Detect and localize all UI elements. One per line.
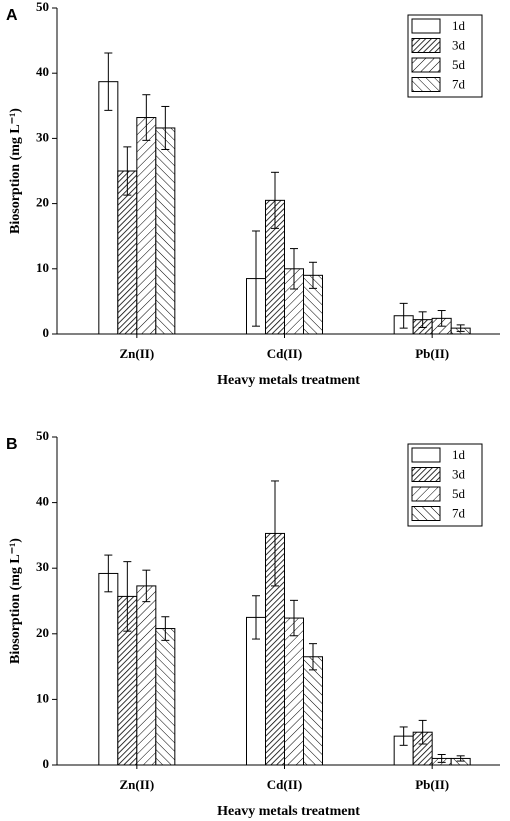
legend-label: 3d: [452, 466, 466, 481]
x-tick-label: Pb(II): [415, 777, 449, 792]
legend-swatch: [411, 77, 441, 92]
bar: [136, 585, 157, 766]
error-bar: [437, 310, 446, 327]
y-tick-label: 0: [43, 325, 50, 340]
y-tick-label: 40: [36, 64, 49, 79]
bar: [155, 127, 176, 335]
x-axis-label: Heavy metals treatment: [217, 373, 360, 388]
legend-swatch: [411, 38, 441, 53]
legend-label: 1d: [452, 447, 466, 462]
y-tick-label: 30: [36, 129, 49, 144]
legend-label: 7d: [452, 505, 466, 520]
error-bar: [309, 261, 317, 289]
error-bar: [290, 248, 298, 290]
error-bar: [123, 146, 132, 196]
panel-label: A: [6, 7, 18, 24]
error-bar: [290, 599, 298, 637]
x-tick-label: Zn(II): [119, 346, 154, 361]
x-axis-label: Heavy metals treatment: [217, 804, 360, 819]
error-bar: [309, 643, 317, 671]
y-tick-label: 40: [36, 494, 49, 509]
error-bar: [418, 311, 427, 328]
y-axis-label: Biosorption (mg L⁻¹): [8, 108, 23, 234]
error-bar: [399, 302, 408, 329]
error-bar: [161, 105, 170, 150]
legend-swatch: [411, 447, 441, 463]
x-tick-label: Cd(II): [267, 777, 302, 792]
x-tick-label: Cd(II): [267, 346, 302, 361]
error-bar: [252, 230, 260, 327]
legend-label: 5d: [452, 57, 466, 72]
chart: B 0 10 20 30 40 50 Biosorption (mg L⁻¹) Heavy me…: [6, 428, 500, 819]
legend-label: 1d: [452, 18, 466, 33]
legend-label: 3d: [452, 37, 466, 52]
y-tick-label: 20: [36, 195, 49, 210]
chart: A 0 10 20 30 40 50 Biosorption (mg L⁻¹) Heavy me…: [6, 0, 500, 388]
legend-swatch: [411, 57, 441, 73]
error-bar: [456, 324, 465, 332]
error-bar: [418, 719, 427, 745]
bar: [303, 656, 323, 766]
error-bar: [123, 561, 132, 632]
y-tick-label: 10: [36, 260, 49, 275]
y-tick-label: 0: [43, 756, 50, 771]
legend-label: 7d: [452, 76, 466, 91]
bar: [98, 572, 119, 766]
error-bar: [104, 52, 113, 111]
x-tick-label: Zn(II): [119, 777, 154, 792]
legend-swatch: [411, 506, 441, 521]
y-tick-label: 10: [36, 690, 49, 705]
bar: [98, 81, 119, 335]
error-bar: [142, 569, 151, 603]
error-bar: [399, 726, 408, 746]
legend-swatch: [411, 18, 441, 34]
y-tick-label: 30: [36, 559, 49, 574]
error-bar: [271, 171, 279, 229]
bar: [155, 628, 176, 766]
panel-label: B: [6, 436, 18, 453]
error-bar: [142, 94, 151, 141]
error-bar: [161, 616, 170, 641]
legend-label: 5d: [452, 486, 466, 501]
error-bar: [437, 754, 446, 763]
legend-swatch: [411, 467, 441, 482]
y-axis-label: Biosorption (mg L⁻¹): [8, 538, 23, 664]
error-bar: [104, 554, 113, 593]
error-bar: [456, 755, 465, 762]
y-tick-label: 50: [36, 428, 49, 443]
bar: [284, 617, 304, 766]
x-tick-label: Pb(II): [415, 346, 449, 361]
y-tick-label: 20: [36, 625, 49, 640]
error-bar: [252, 595, 260, 640]
legend-swatch: [411, 486, 441, 502]
error-bar: [271, 480, 279, 587]
bar: [136, 117, 157, 335]
y-tick-label: 50: [36, 0, 49, 14]
